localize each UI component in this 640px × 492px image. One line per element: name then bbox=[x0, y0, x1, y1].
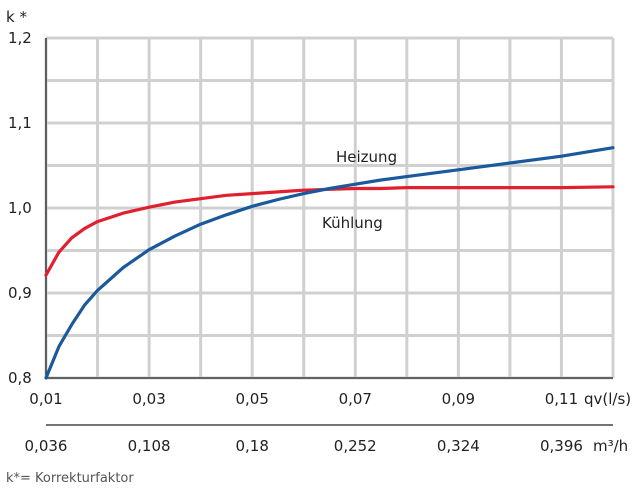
x-tick-label-primary: 0,05 bbox=[235, 390, 268, 408]
grid bbox=[44, 36, 615, 380]
x-tick-label-primary: 0,09 bbox=[442, 390, 475, 408]
x-unit-primary: qv(l/s) bbox=[584, 390, 631, 408]
x-tick-label-secondary: 0,18 bbox=[235, 437, 268, 455]
tick-labels: 1,2 1,1 1,0 0,9 0,8 0,01 0,03 0,05 0,07 0,09 0,11 0… bbox=[8, 29, 583, 455]
x-unit-secondary: m³/h bbox=[593, 437, 628, 455]
x-tick-label-primary: 0,01 bbox=[29, 390, 62, 408]
x-tick-label-secondary: 0,252 bbox=[334, 437, 377, 455]
y-tick-label: 1,1 bbox=[8, 114, 32, 132]
y-tick-label: 0,8 bbox=[8, 369, 32, 387]
labels: k * Heizung Kühlung qv(l/s) m³/h k*= Kor… bbox=[6, 8, 631, 486]
y-tick-label: 0,9 bbox=[8, 284, 32, 302]
footnote: k*= Korrekturfaktor bbox=[6, 471, 134, 486]
series-line-heizung bbox=[44, 185, 615, 277]
x-tick-label-primary: 0,03 bbox=[132, 390, 165, 408]
x-tick-label-secondary: 0,036 bbox=[25, 437, 68, 455]
series-line-kuehlung bbox=[44, 146, 615, 380]
y-tick-label: 1,2 bbox=[8, 29, 32, 47]
x-tick-label-primary: 0,11 bbox=[545, 390, 578, 408]
series-label-kuehlung: Kühlung bbox=[322, 214, 383, 232]
x-tick-label-secondary: 0,324 bbox=[437, 437, 480, 455]
series-lines bbox=[44, 146, 615, 380]
x-tick-label-secondary: 0,396 bbox=[540, 437, 583, 455]
y-tick-label: 1,0 bbox=[8, 199, 32, 217]
x-tick-label-primary: 0,07 bbox=[339, 390, 372, 408]
x-tick-label-secondary: 0,108 bbox=[128, 437, 171, 455]
y-axis-title: k * bbox=[6, 8, 27, 26]
series-label-heizung: Heizung bbox=[336, 148, 397, 166]
